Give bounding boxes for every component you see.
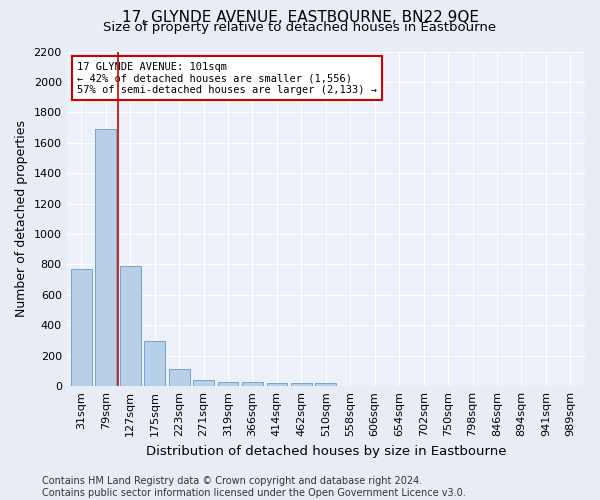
Bar — [144, 340, 165, 386]
Text: Size of property relative to detached houses in Eastbourne: Size of property relative to detached ho… — [103, 21, 497, 34]
Bar — [218, 382, 238, 386]
Bar — [242, 382, 263, 386]
Bar — [266, 383, 287, 386]
Bar — [291, 383, 312, 386]
Bar — [193, 380, 214, 386]
Text: Contains HM Land Registry data © Crown copyright and database right 2024.
Contai: Contains HM Land Registry data © Crown c… — [42, 476, 466, 498]
Bar — [169, 370, 190, 386]
Bar — [120, 266, 140, 386]
Bar — [95, 129, 116, 386]
Bar — [71, 269, 92, 386]
Text: 17 GLYNDE AVENUE: 101sqm
← 42% of detached houses are smaller (1,556)
57% of sem: 17 GLYNDE AVENUE: 101sqm ← 42% of detach… — [77, 62, 377, 94]
X-axis label: Distribution of detached houses by size in Eastbourne: Distribution of detached houses by size … — [146, 444, 506, 458]
Text: 17, GLYNDE AVENUE, EASTBOURNE, BN22 9QE: 17, GLYNDE AVENUE, EASTBOURNE, BN22 9QE — [121, 10, 479, 25]
Y-axis label: Number of detached properties: Number of detached properties — [15, 120, 28, 318]
Bar — [316, 383, 336, 386]
